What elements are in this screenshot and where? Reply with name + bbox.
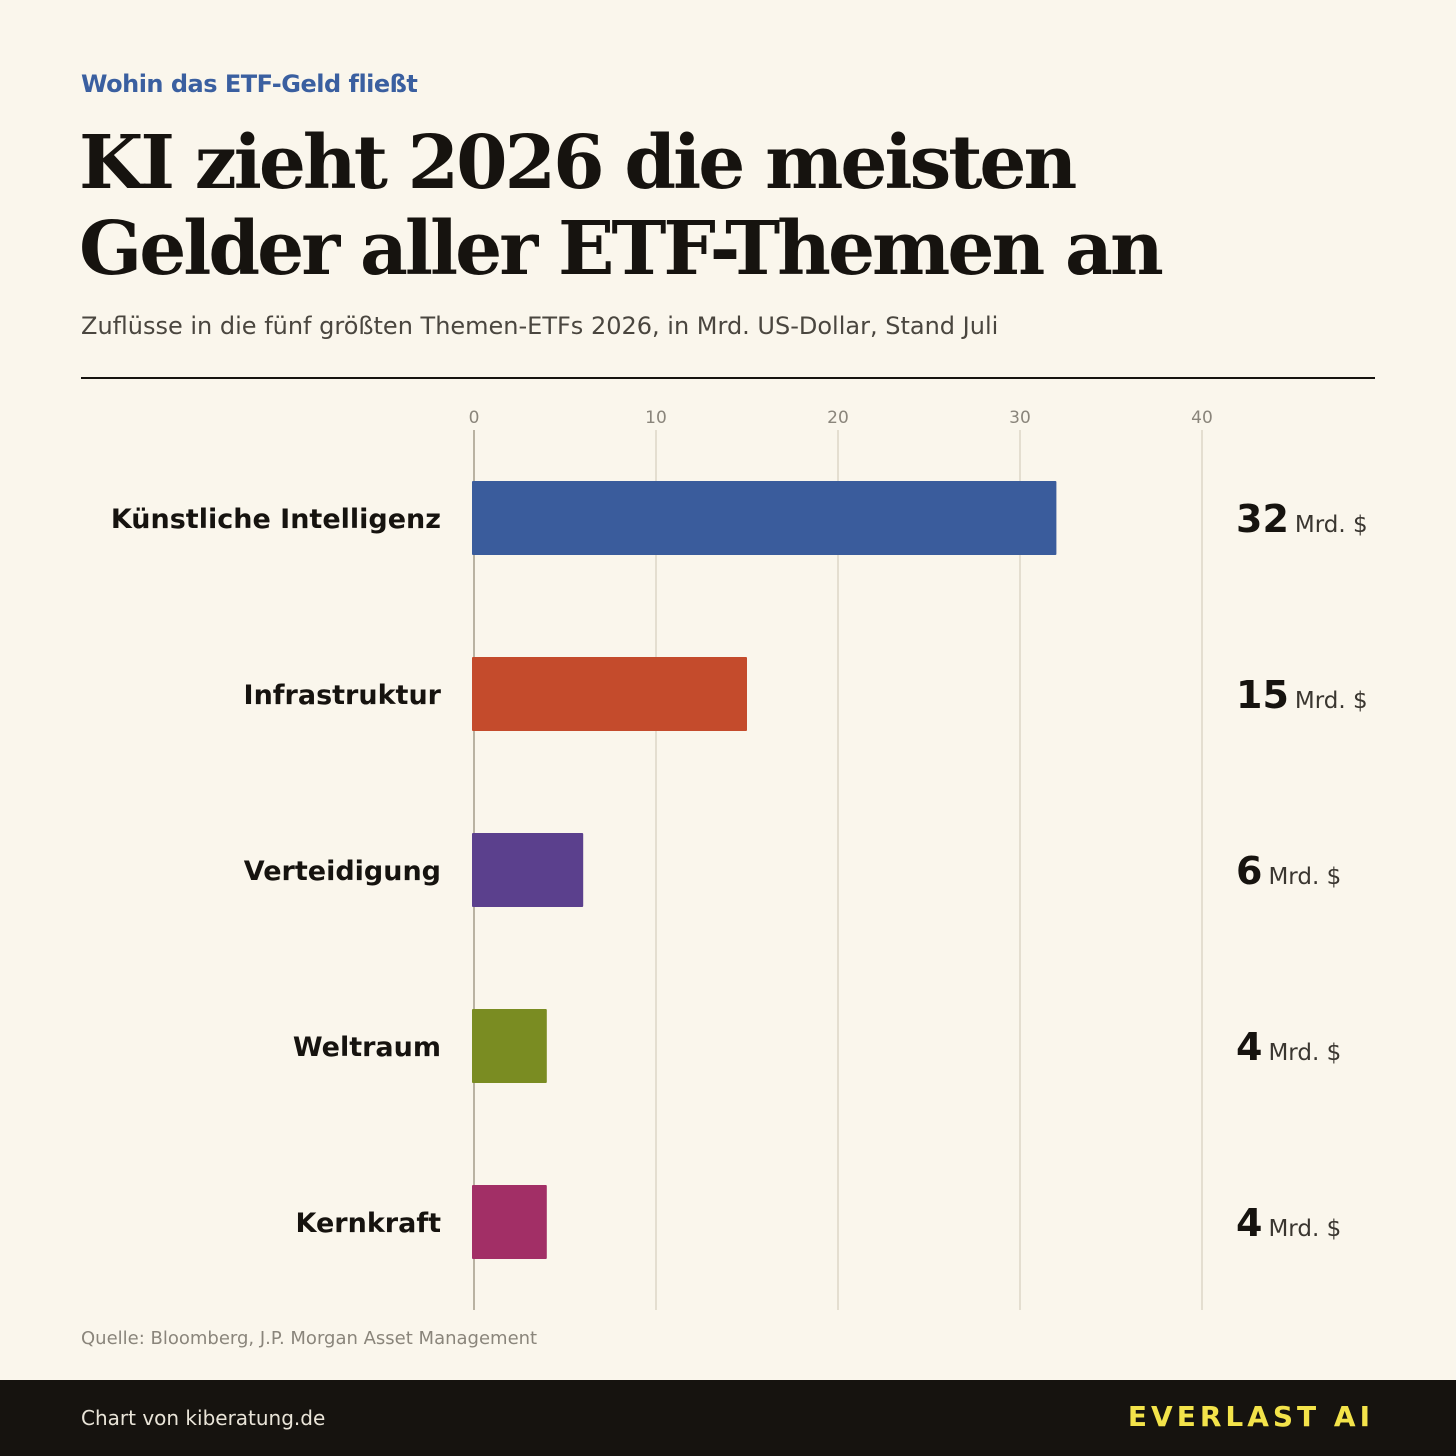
footer-bar: Chart von kiberatung.de EVERLAST AI xyxy=(0,1380,1456,1456)
value-number: 4 xyxy=(1236,1201,1262,1245)
category-label: Weltraum xyxy=(293,1032,441,1063)
title-line-2: Gelder aller ETF-Themen an xyxy=(79,206,1164,292)
value-number: 15 xyxy=(1236,673,1289,717)
title-line-1: KI zieht 2026 die meisten xyxy=(79,120,1077,206)
value-label: 6 Mrd. $ xyxy=(1236,849,1341,893)
value-labels: 32 Mrd. $15 Mrd. $6 Mrd. $4 Mrd. $4 Mrd. $ xyxy=(1236,497,1368,1245)
value-number: 6 xyxy=(1236,849,1262,893)
x-tick-labels: 0 10 20 30 40 xyxy=(469,408,1213,428)
bar xyxy=(472,833,584,907)
x-tick-label: 0 xyxy=(469,408,480,428)
title-divider xyxy=(81,377,1375,379)
source-note: Quelle: Bloomberg, J.P. Morgan Asset Man… xyxy=(81,1328,538,1349)
bar xyxy=(472,1009,547,1083)
value-number: 4 xyxy=(1236,1025,1262,1069)
bars xyxy=(472,481,1057,1259)
category-label: Künstliche Intelligenz xyxy=(111,504,441,535)
x-tick-label: 10 xyxy=(645,408,667,428)
kicker: Wohin das ETF-Geld fließt xyxy=(81,70,418,98)
bar xyxy=(472,657,747,731)
x-tick-label: 40 xyxy=(1191,408,1213,428)
value-label: 4 Mrd. $ xyxy=(1236,1201,1341,1245)
value-unit: Mrd. $ xyxy=(1295,512,1368,538)
value-label: 15 Mrd. $ xyxy=(1236,673,1368,717)
category-labels: Künstliche Intelligenz Infrastruktur Verte… xyxy=(111,504,442,1239)
value-unit: Mrd. $ xyxy=(1268,1040,1341,1066)
x-tick-label: 20 xyxy=(827,408,849,428)
value-label: 4 Mrd. $ xyxy=(1236,1025,1341,1069)
value-label: 32 Mrd. $ xyxy=(1236,497,1368,541)
category-label: Infrastruktur xyxy=(244,680,442,711)
chart-title: KI zieht 2026 die meisten Gelder aller E… xyxy=(79,120,1279,292)
bar xyxy=(472,1185,547,1259)
value-number: 32 xyxy=(1236,497,1289,541)
value-unit: Mrd. $ xyxy=(1268,864,1341,890)
chart-subtitle: Zuflüsse in die fünf größten Themen-ETFs… xyxy=(81,312,999,340)
x-tick-label: 30 xyxy=(1009,408,1031,428)
value-unit: Mrd. $ xyxy=(1295,688,1368,714)
brand-logo: EVERLAST AI xyxy=(1127,1400,1374,1433)
footer-credit: Chart von kiberatung.de xyxy=(81,1406,326,1430)
bar xyxy=(472,481,1057,555)
value-unit: Mrd. $ xyxy=(1268,1216,1341,1242)
category-label: Verteidigung xyxy=(244,856,441,887)
bar-chart: 0 10 20 30 40 Künstliche Intelligenz Infrastr… xyxy=(111,408,1368,1310)
category-label: Kernkraft xyxy=(296,1208,442,1239)
